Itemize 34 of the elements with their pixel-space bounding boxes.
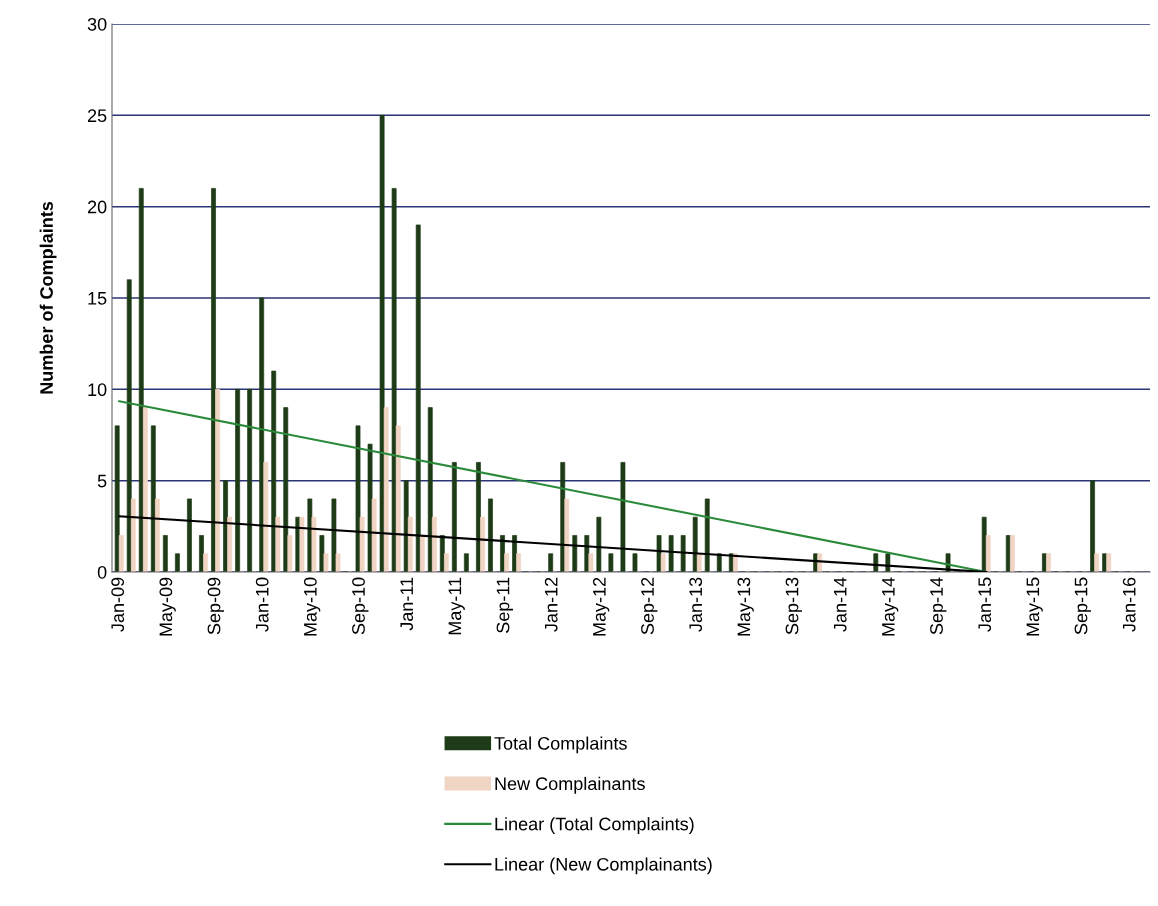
x-tick-label: Sep-09 [207,577,224,635]
x-tick-label: May-09 [159,577,176,636]
x-tick-label: Sep-13 [785,577,802,635]
y-tick-label: 10 [88,383,107,397]
x-tick-label: Jan-11 [400,577,414,631]
x-tick-label: Jan-13 [689,577,703,632]
x-tick-label: Sep-11 [496,577,513,633]
x-tick-label: May-15 [1026,577,1043,636]
x-tick-label: Sep-14 [930,577,947,635]
y-tick-label: 15 [88,292,107,305]
y-tick-label: 5 [97,474,107,488]
x-tick-label: Jan-09 [111,577,125,632]
x-tick-label: Sep-10 [352,577,369,635]
x-tick-label: Jan-16 [1122,577,1136,632]
x-tick-label: May-13 [737,577,754,636]
x-tick-label: Jan-14 [833,577,847,632]
legend-label: New Complainants [495,776,645,794]
x-tick-label: May-11 [448,577,465,635]
legend-label: Linear (Total Complaints) [495,817,694,834]
x-tick-label: Jan-12 [544,577,558,632]
legend-label: Total Complaints [494,736,627,754]
x-tick-label: Jan-15 [978,577,992,632]
y-tick-label: 30 [87,17,107,31]
y-axis-title: Number of Complaints [39,201,57,394]
x-tick-label: Jan-10 [255,577,269,632]
x-tick-label: May-10 [303,577,321,636]
x-tick-label: Sep-15 [1074,577,1091,635]
x-tick-label: May-14 [882,577,899,636]
x-tick-label: Sep-12 [641,577,658,635]
x-tick-label: May-12 [592,577,610,636]
y-tick-label: 0 [97,565,107,579]
y-tick-label: 25 [87,109,107,123]
y-tick-label: 20 [87,200,107,214]
legend-label: Linear (New Complainants) [495,857,712,875]
